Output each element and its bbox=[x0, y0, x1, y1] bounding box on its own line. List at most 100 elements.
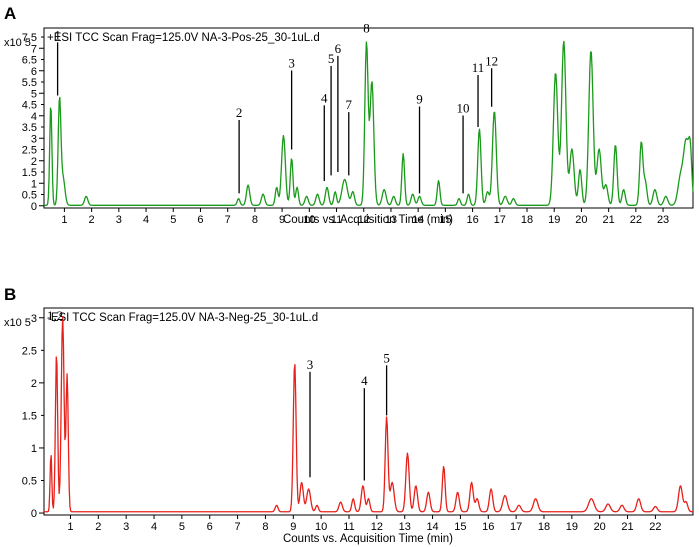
panel-b-x-axis: 1 2 3 4 5 6 7 8 9 10 11 12 13 14 15 16 17 18 19 20 21 22 bbox=[67, 515, 662, 533]
x-tick-label: 8 bbox=[262, 521, 268, 533]
x-tick-label: 17 bbox=[494, 214, 506, 226]
panel-b: B x10 5 -ESI TCC Scan Frag=125.0V NA-3-N… bbox=[4, 285, 694, 545]
x-tick-label: 15 bbox=[454, 521, 466, 533]
x-tick-label: 6 bbox=[197, 214, 203, 226]
panel-b-plot-frame bbox=[43, 307, 694, 516]
y-tick-label: 3 bbox=[31, 313, 37, 325]
peak-4-label: 4 bbox=[361, 373, 368, 388]
panel-a-scan-header: +ESI TCC Scan Frag=125.0V NA-3-Pos-25_30… bbox=[47, 32, 320, 44]
panel-b-letter: B bbox=[4, 285, 16, 304]
x-tick-label: 18 bbox=[521, 214, 533, 226]
x-tick-label: 1 bbox=[61, 214, 67, 226]
peak-1-2-label: 1,2 bbox=[47, 308, 63, 323]
y-tick-label: 1 bbox=[31, 178, 37, 190]
y-tick-label: 7 bbox=[31, 43, 37, 55]
y-tick-label: 0 bbox=[31, 201, 37, 213]
peak-3-label: 3 bbox=[307, 357, 314, 372]
y-tick-label: 1 bbox=[31, 443, 37, 455]
x-tick-label: 22 bbox=[649, 521, 661, 533]
peak-4-label: 4 bbox=[321, 90, 328, 105]
x-tick-label: 3 bbox=[123, 521, 129, 533]
peak-8-label: 8 bbox=[363, 21, 370, 36]
y-tick-label: 6.5 bbox=[22, 55, 37, 67]
x-tick-label: 8 bbox=[252, 214, 258, 226]
x-tick-label: 21 bbox=[621, 521, 633, 533]
y-tick-label: 4 bbox=[31, 111, 37, 123]
x-tick-label: 10 bbox=[315, 521, 327, 533]
x-tick-label: 9 bbox=[290, 521, 296, 533]
peak-6-label: 6 bbox=[335, 41, 342, 56]
peak-12-label: 12 bbox=[485, 53, 498, 68]
x-tick-label: 20 bbox=[575, 214, 587, 226]
x-tick-label: 13 bbox=[399, 521, 411, 533]
x-tick-label: 20 bbox=[594, 521, 606, 533]
panel-a-plot-frame bbox=[43, 27, 694, 209]
y-tick-label: 2 bbox=[31, 156, 37, 168]
y-tick-label: 4.5 bbox=[22, 100, 37, 112]
panel-a-letter: A bbox=[4, 4, 16, 23]
x-tick-label: 15 bbox=[439, 214, 451, 226]
x-tick-label: 6 bbox=[207, 521, 213, 533]
peak-5-label: 5 bbox=[328, 51, 335, 66]
panel-a-exponent: x10 5 bbox=[4, 37, 31, 49]
x-tick-label: 9 bbox=[279, 214, 285, 226]
x-tick-label: 12 bbox=[371, 521, 383, 533]
panel-a-series-line bbox=[44, 40, 694, 206]
x-tick-label: 14 bbox=[426, 521, 438, 533]
y-tick-label: 1.5 bbox=[22, 410, 37, 422]
y-tick-label: 1.5 bbox=[22, 167, 37, 179]
y-tick-label: 2.5 bbox=[22, 345, 37, 357]
x-tick-label: 1 bbox=[67, 521, 73, 533]
y-tick-label: 7.5 bbox=[22, 32, 37, 44]
panel-b-y-axis: 0 0.5 1 1.5 2 2.5 3 bbox=[22, 313, 44, 520]
x-tick-label: 7 bbox=[225, 214, 231, 226]
peak-9-label: 9 bbox=[416, 92, 423, 107]
y-tick-label: 3.5 bbox=[22, 122, 37, 134]
y-tick-label: 5.5 bbox=[22, 77, 37, 89]
x-tick-label: 19 bbox=[548, 214, 560, 226]
x-tick-label: 11 bbox=[343, 521, 354, 533]
peak-5-label: 5 bbox=[383, 350, 390, 365]
x-tick-label: 3 bbox=[116, 214, 122, 226]
panel-b-peak-annotations: 1,2 3 45 bbox=[47, 308, 390, 481]
panel-a-x-axis: 1 2 3 4 5 6 7 8 9 10 11 12 13 14 15 16 17 18 19 20 21 22 23 bbox=[61, 208, 669, 226]
peak-2-label: 2 bbox=[236, 105, 243, 120]
x-tick-label: 4 bbox=[143, 214, 149, 226]
peak-3-label: 3 bbox=[288, 56, 295, 71]
x-tick-label: 7 bbox=[235, 521, 241, 533]
x-tick-label: 16 bbox=[482, 521, 494, 533]
y-tick-label: 0 bbox=[31, 508, 37, 520]
x-tick-label: 10 bbox=[303, 214, 315, 226]
y-tick-label: 6 bbox=[31, 66, 37, 78]
panel-b-scan-header: -ESI TCC Scan Frag=125.0V NA-3-Neg-25_30… bbox=[47, 312, 318, 324]
x-tick-label: 14 bbox=[412, 214, 424, 226]
x-tick-label: 5 bbox=[179, 521, 185, 533]
x-tick-label: 4 bbox=[151, 521, 157, 533]
y-tick-label: 2 bbox=[31, 378, 37, 390]
peak-11-label: 11 bbox=[472, 60, 485, 75]
y-tick-label: 2.5 bbox=[22, 145, 37, 157]
peak-10-label: 10 bbox=[457, 101, 470, 116]
x-tick-label: 2 bbox=[89, 214, 95, 226]
panel-a: A x10 5 +ESI TCC Scan Frag=125.0V NA-3-P… bbox=[4, 4, 694, 226]
x-tick-label: 16 bbox=[466, 214, 478, 226]
x-tick-label: 2 bbox=[95, 521, 101, 533]
panel-b-series-line bbox=[44, 316, 693, 513]
y-tick-label: 0.5 bbox=[22, 476, 37, 488]
x-tick-label: 13 bbox=[385, 214, 397, 226]
y-tick-label: 3 bbox=[31, 133, 37, 145]
peak-1-label: 1 bbox=[54, 27, 61, 42]
x-tick-label: 22 bbox=[630, 214, 642, 226]
x-tick-label: 12 bbox=[358, 214, 370, 226]
x-tick-label: 21 bbox=[603, 214, 615, 226]
panel-b-exponent: x10 5 bbox=[4, 317, 31, 329]
panel-b-x-axis-label: Counts vs. Acquisition Time (min) bbox=[283, 533, 453, 545]
y-tick-label: 5 bbox=[31, 88, 37, 100]
x-tick-label: 11 bbox=[331, 214, 342, 226]
x-tick-label: 18 bbox=[538, 521, 550, 533]
x-tick-label: 19 bbox=[566, 521, 578, 533]
x-tick-label: 23 bbox=[657, 214, 669, 226]
panel-a-x-axis-label: Counts vs. Acquisition Time (min) bbox=[283, 214, 453, 226]
